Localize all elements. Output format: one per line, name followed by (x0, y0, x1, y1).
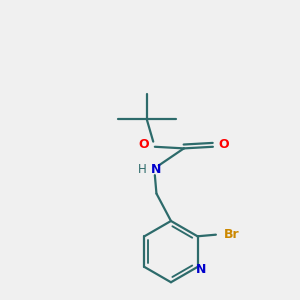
Text: N: N (151, 163, 162, 176)
Text: H: H (138, 163, 147, 176)
Text: O: O (138, 138, 149, 151)
Text: N: N (196, 263, 207, 276)
Text: O: O (219, 138, 229, 151)
Text: Br: Br (224, 228, 240, 241)
